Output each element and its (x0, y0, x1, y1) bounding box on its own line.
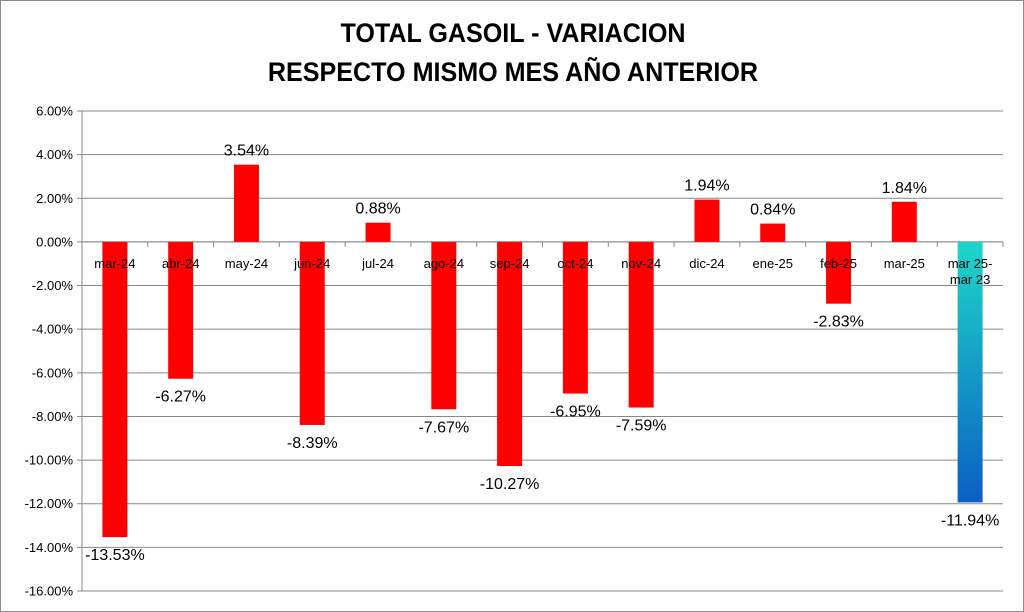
bar (431, 241, 457, 410)
data-label: -7.67% (418, 419, 469, 436)
y-tick-label: 6.00% (36, 104, 73, 119)
data-label: -8.39% (287, 435, 338, 452)
category-label: may-24 (225, 256, 268, 271)
bar (760, 223, 786, 242)
category-label: mar 25-mar 23 (948, 256, 993, 287)
bar (365, 222, 391, 242)
chart-title-line-1: TOTAL GASOIL - VARIACION (340, 18, 686, 48)
y-tick-label: 0.00% (36, 234, 73, 249)
y-tick-label: -2.00% (32, 278, 74, 293)
category-label: jul-24 (361, 256, 394, 271)
bar (299, 241, 325, 425)
data-label: -6.95% (550, 404, 601, 421)
bar (957, 241, 983, 503)
data-label: 1.84% (882, 180, 927, 197)
y-tick-label: -8.00% (32, 409, 74, 424)
data-label: -11.94% (941, 512, 999, 529)
y-tick-label: -14.00% (25, 540, 74, 555)
data-label: -2.83% (813, 314, 864, 331)
gridlines (82, 110, 1003, 592)
labels: 6.00% 4.00% 2.00% 0.00% -2.00% -4.00% -6.00% -8… (25, 104, 1000, 599)
bar (168, 241, 194, 379)
data-label: 0.88% (355, 201, 400, 218)
category-label: dic-24 (689, 256, 724, 271)
category-label: nov-24 (621, 256, 661, 271)
category-label: oct-24 (557, 256, 593, 271)
category-label: abr-24 (162, 256, 200, 271)
y-tick-label: 2.00% (36, 191, 73, 206)
data-label: -13.53% (85, 547, 145, 564)
data-label: -10.27% (480, 476, 540, 493)
bar (826, 241, 852, 304)
y-tick-label: -16.00% (25, 584, 74, 599)
data-label: -6.27% (155, 389, 206, 406)
bar (497, 241, 523, 466)
y-tick-label: -12.00% (25, 496, 74, 511)
bars (102, 164, 983, 538)
data-label: 1.94% (684, 178, 729, 195)
y-tick-label: 4.00% (36, 147, 73, 162)
bar (102, 241, 128, 538)
bar (891, 201, 917, 242)
axes (77, 110, 1004, 592)
bar (628, 241, 654, 408)
y-tick-label: -4.00% (32, 322, 74, 337)
category-label: mar-25 (884, 256, 925, 271)
category-label: ene-25 (753, 256, 793, 271)
chart-title-line-2: RESPECTO MISMO MES AÑO ANTERIOR (267, 57, 759, 87)
bar (694, 199, 720, 242)
data-label: -7.59% (616, 418, 667, 435)
y-tick-label: -10.00% (25, 453, 74, 468)
category-label: feb-25 (820, 256, 857, 271)
category-label: mar-24 (94, 256, 135, 271)
bar (562, 241, 588, 394)
category-label: ago-24 (424, 256, 464, 271)
category-label: sep-24 (490, 256, 530, 271)
bar (233, 164, 259, 242)
y-tick-label: -6.00% (32, 365, 74, 380)
data-label: 3.54% (224, 143, 269, 160)
category-label: jun-24 (293, 256, 330, 271)
data-label: 0.84% (750, 202, 795, 219)
